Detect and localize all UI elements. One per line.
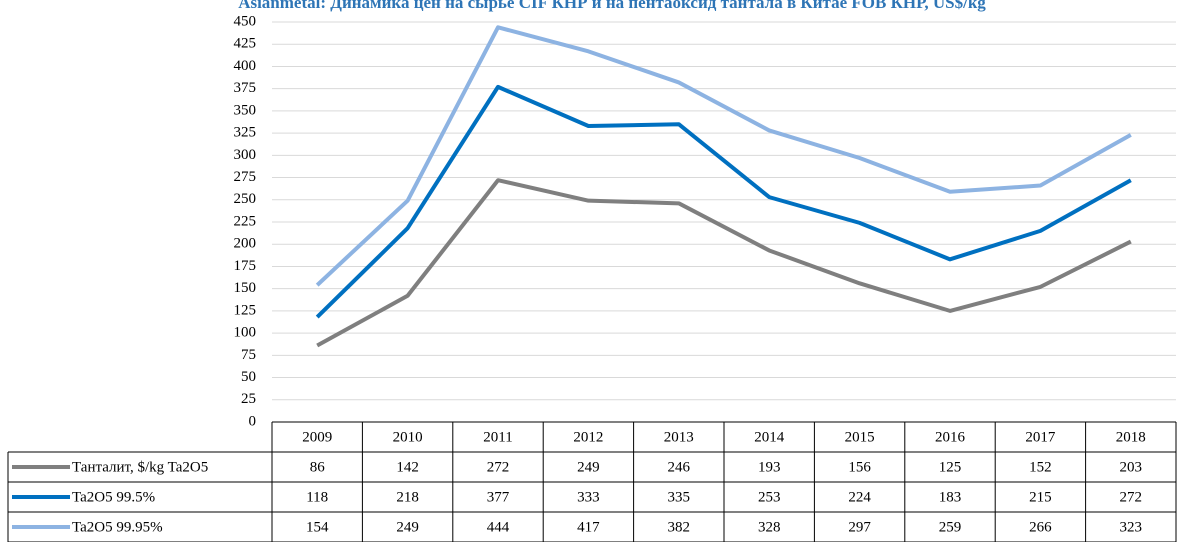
table-value: 193 [758, 459, 781, 475]
table-value: 272 [1120, 489, 1143, 505]
table-value: 218 [396, 489, 419, 505]
table-value: 377 [487, 489, 510, 505]
table-value: 328 [758, 519, 781, 535]
legend-label: Танталит, $/kg Ta2O5 [72, 459, 208, 475]
table-value: 246 [668, 459, 691, 475]
y-tick-label: 450 [234, 13, 257, 29]
table-value: 323 [1120, 519, 1143, 535]
x-tick-label: 2012 [573, 429, 603, 445]
table-value: 224 [848, 489, 871, 505]
y-tick-label: 250 [234, 191, 257, 207]
table-value: 203 [1120, 459, 1143, 475]
y-tick-label: 0 [249, 413, 257, 429]
x-tick-label: 2009 [302, 429, 332, 445]
series-line [315, 84, 1132, 319]
x-tick-label: 2011 [483, 429, 512, 445]
table-value: 154 [306, 519, 329, 535]
table-value: 125 [939, 459, 962, 475]
table-value: 272 [487, 459, 510, 475]
y-tick-label: 150 [234, 280, 257, 296]
x-tick-label: 2018 [1116, 429, 1146, 445]
series-line [315, 25, 1132, 287]
legend-label: Ta2O5 99.5% [72, 489, 155, 505]
y-tick-label: 100 [234, 325, 257, 341]
x-tick-label: 2013 [664, 429, 694, 445]
table-value: 156 [848, 459, 871, 475]
chart-title: Asianmetal: Динамика цен на сырье CIF КН… [238, 0, 986, 12]
table-value: 259 [939, 519, 962, 535]
table-value: 444 [487, 519, 510, 535]
y-tick-label: 300 [234, 147, 257, 163]
table-value: 183 [939, 489, 962, 505]
x-tick-label: 2014 [754, 429, 785, 445]
x-tick-label: 2010 [393, 429, 423, 445]
table-value: 249 [577, 459, 600, 475]
y-tick-label: 75 [241, 347, 256, 363]
table-value: 118 [306, 489, 328, 505]
table-value: 382 [668, 519, 691, 535]
y-tick-label: 200 [234, 236, 257, 252]
x-tick-label: 2016 [935, 429, 966, 445]
y-tick-label: 375 [234, 80, 257, 96]
y-tick-label: 325 [234, 125, 257, 141]
table-value: 253 [758, 489, 781, 505]
table-value: 249 [396, 519, 419, 535]
table-value: 152 [1029, 459, 1052, 475]
y-tick-label: 50 [241, 369, 256, 385]
table-value: 142 [396, 459, 419, 475]
series-line [316, 178, 1132, 348]
x-tick-label: 2015 [845, 429, 875, 445]
y-tick-label: 275 [234, 169, 257, 185]
y-tick-label: 175 [234, 258, 257, 274]
table-value: 333 [577, 489, 600, 505]
table-value: 266 [1029, 519, 1052, 535]
table-value: 86 [310, 459, 326, 475]
table-value: 417 [577, 519, 600, 535]
table-value: 215 [1029, 489, 1052, 505]
y-tick-label: 425 [234, 36, 257, 52]
y-tick-label: 225 [234, 213, 257, 229]
y-tick-label: 25 [241, 391, 256, 407]
table-value: 297 [848, 519, 871, 535]
y-tick-label: 125 [234, 302, 257, 318]
y-tick-label: 350 [234, 102, 257, 118]
x-tick-label: 2017 [1025, 429, 1056, 445]
table-value: 335 [668, 489, 691, 505]
legend-label: Ta2O5 99.95% [72, 519, 163, 535]
y-tick-label: 400 [234, 58, 257, 74]
